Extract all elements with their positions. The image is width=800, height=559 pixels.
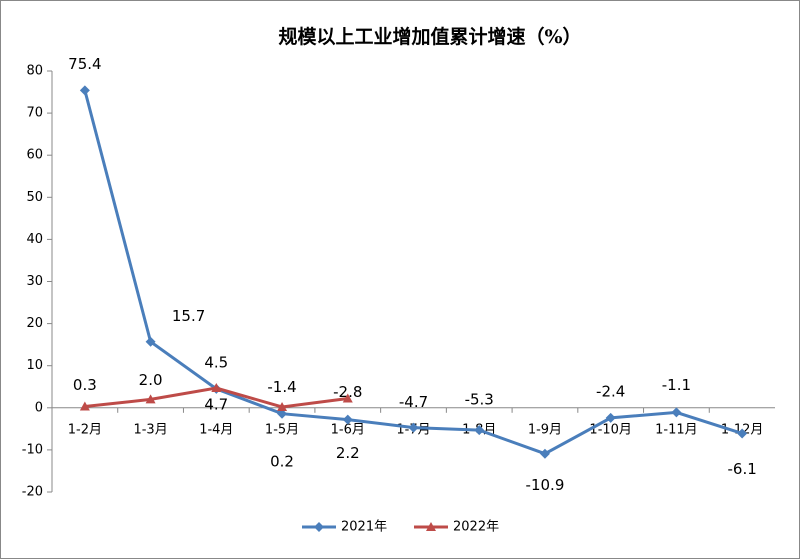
x-tick-label: 1-10月	[589, 422, 632, 437]
y-tick-label: 20	[26, 316, 43, 331]
point-marker	[671, 407, 682, 418]
y-tick-label: 50	[26, 190, 43, 205]
point-marker	[539, 448, 550, 459]
data-label: -2.4	[596, 382, 625, 400]
y-tick-label: 60	[26, 148, 43, 163]
point-marker	[145, 394, 156, 404]
data-label: 4.7	[204, 396, 228, 414]
point-marker	[314, 522, 324, 532]
x-tick-label: 1-11月	[655, 422, 698, 437]
y-tick-label: 80	[26, 64, 43, 79]
chart-title: 规模以上工业增加值累计增速（%）	[278, 25, 581, 48]
point-marker	[426, 522, 436, 531]
point-marker	[408, 422, 419, 433]
point-marker	[342, 414, 353, 425]
y-tick-label: 30	[26, 274, 43, 289]
data-label: -10.9	[526, 476, 565, 494]
data-label: 2.0	[139, 371, 163, 389]
x-tick-label: 1-6月	[331, 422, 365, 437]
data-label: -6.1	[727, 460, 756, 478]
point-marker	[277, 408, 288, 419]
legend-label: 2022年	[453, 520, 499, 535]
data-label: -2.8	[333, 383, 362, 401]
data-label: 0.2	[270, 452, 294, 470]
y-tick-label: -10	[22, 442, 43, 457]
point-marker	[79, 85, 90, 96]
y-tick-label: 70	[26, 106, 43, 121]
data-label: -4.7	[399, 393, 428, 411]
point-marker	[342, 393, 353, 403]
data-label: -1.1	[662, 376, 691, 394]
point-marker	[79, 401, 90, 411]
point-marker	[277, 401, 288, 411]
point-marker	[474, 425, 485, 436]
data-label: -1.4	[267, 378, 296, 396]
data-label: -5.3	[465, 391, 494, 409]
point-marker	[211, 383, 222, 393]
point-marker	[737, 428, 748, 439]
x-tick-label: 1-3月	[133, 422, 167, 437]
y-tick-label: 0	[35, 400, 43, 415]
x-tick-label: 1-2月	[68, 422, 102, 437]
data-label: 15.7	[172, 307, 205, 325]
x-tick-label: 1-5月	[265, 422, 299, 437]
x-tick-label: 1-4月	[199, 422, 233, 437]
point-marker	[605, 412, 616, 423]
y-tick-label: 10	[26, 358, 43, 373]
data-label: 4.5	[204, 353, 228, 371]
y-tick-label: -20	[22, 485, 43, 500]
data-label: 2.2	[336, 444, 360, 462]
data-label: 75.4	[68, 55, 101, 73]
legend-label: 2021年	[341, 520, 387, 535]
x-tick-label: 1-9月	[528, 422, 562, 437]
y-tick-label: 40	[26, 232, 43, 247]
point-marker	[145, 336, 156, 347]
data-label: 0.3	[73, 376, 97, 394]
